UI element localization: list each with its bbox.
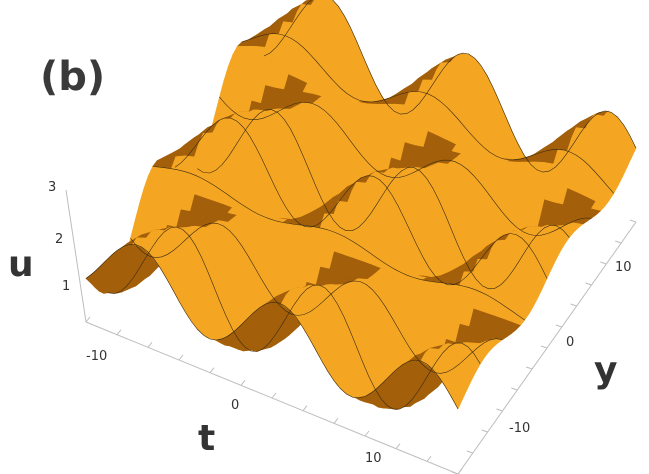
tick-mark [526, 366, 533, 370]
tick-mark [240, 380, 246, 386]
tick-mark [496, 408, 503, 412]
tick-mark [178, 354, 184, 361]
u-tick-label: 3 [48, 180, 56, 195]
y-ticks: -10 0 10 [509, 260, 632, 436]
tick-mark [457, 468, 463, 474]
y-tick-label: -10 [509, 421, 530, 436]
mesh-line [219, 96, 592, 236]
u-axis-line [65, 189, 87, 323]
tick-mark [600, 261, 607, 265]
tick-mark [271, 392, 277, 399]
tick-mark [333, 418, 339, 424]
tick-marks [85, 219, 637, 474]
tick-mark [147, 342, 153, 348]
u-ticks: 3 2 1 [48, 180, 70, 294]
mesh-line [197, 109, 570, 290]
tick-mark [585, 282, 592, 286]
t-tick-label: 10 [365, 451, 382, 466]
tick-mark [555, 324, 562, 328]
tick-mark [116, 329, 122, 335]
tick-mark [629, 219, 637, 223]
wave-surface [85, 0, 637, 410]
tick-mark [466, 450, 473, 454]
u-axis-label: u [8, 244, 34, 285]
tick-mark [615, 240, 622, 244]
t-ticks: -10 0 10 [86, 349, 382, 466]
mesh-line [108, 226, 481, 410]
tick-mark [426, 456, 432, 462]
tick-mark [85, 316, 91, 323]
tick-mark [209, 367, 215, 373]
tick-mark [570, 303, 577, 307]
tick-mark [364, 430, 370, 437]
t-tick-label: 0 [231, 398, 239, 413]
u-tick-label: 2 [55, 232, 63, 247]
tick-mark [540, 345, 548, 349]
mesh-line [130, 222, 503, 374]
u-tick-label: 1 [62, 279, 70, 294]
tick-mark [511, 387, 518, 391]
t-axis-label: t [198, 418, 215, 459]
y-axis-label: y [594, 350, 617, 391]
tick-mark [481, 429, 488, 433]
mesh-line [152, 166, 525, 321]
t-tick-label: -10 [86, 349, 107, 364]
panel-label: (b) [40, 54, 105, 100]
tick-mark [395, 443, 401, 449]
mesh-line [85, 244, 459, 410]
mesh-line [263, 0, 637, 173]
tick-mark [302, 405, 308, 411]
y-tick-label: 10 [615, 260, 632, 275]
y-tick-label: 0 [566, 335, 574, 350]
mesh-line [174, 117, 548, 286]
mesh-line [241, 33, 615, 194]
